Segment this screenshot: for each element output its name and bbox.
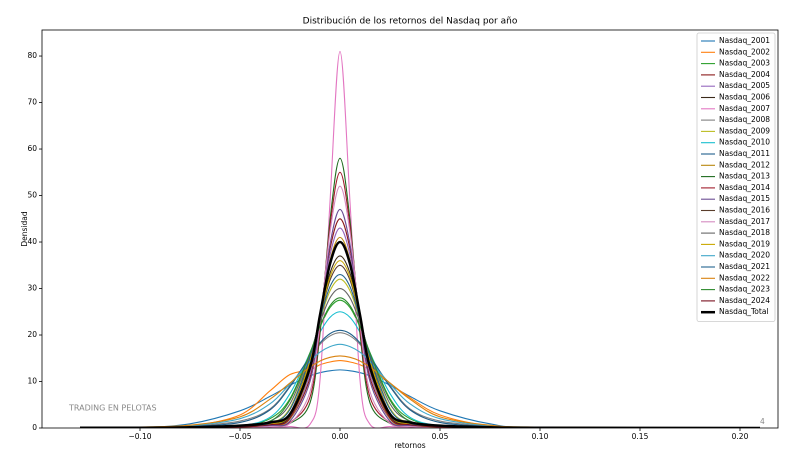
density-line <box>80 171 760 428</box>
legend-label: Nasdaq_2015 <box>719 194 770 203</box>
legend-label: Nasdaq_2023 <box>719 285 770 294</box>
y-tick-label: 70 <box>27 98 37 107</box>
legend-label: Nasdaq_Total <box>719 307 769 316</box>
legend-label: Nasdaq_2013 <box>719 172 770 181</box>
x-tick-label: −0.10 <box>129 432 152 441</box>
legend-label: Nasdaq_2018 <box>719 228 770 237</box>
page-number: 4 <box>760 417 765 426</box>
density-line <box>79 369 761 428</box>
y-tick-label: 0 <box>32 423 37 432</box>
density-line <box>80 264 760 428</box>
legend-label: Nasdaq_2003 <box>719 59 770 68</box>
density-line <box>79 240 761 428</box>
density-line <box>80 208 760 428</box>
density-line <box>80 241 760 428</box>
x-tick-label: 0.20 <box>732 432 749 441</box>
legend-label: Nasdaq_2022 <box>719 273 770 282</box>
plot-lines <box>79 50 761 428</box>
legend-label: Nasdaq_2024 <box>719 296 770 305</box>
density-line <box>80 185 760 428</box>
y-tick-label: 10 <box>27 377 37 386</box>
density-line <box>79 343 761 428</box>
legend-label: Nasdaq_2020 <box>719 251 770 260</box>
density-line <box>80 50 760 428</box>
legend-label: Nasdaq_2019 <box>719 239 770 248</box>
watermark: TRADING EN PELOTAS <box>68 404 157 413</box>
density-line <box>80 157 760 428</box>
y-tick-label: 80 <box>27 51 37 60</box>
axes-frame <box>41 29 779 429</box>
legend-label: Nasdaq_2002 <box>719 47 770 56</box>
density-line <box>80 260 760 428</box>
x-tick-label: 0.05 <box>432 432 449 441</box>
legend-label: Nasdaq_2005 <box>719 81 770 90</box>
density-line <box>80 227 760 428</box>
x-tick-label: 0.10 <box>532 432 549 441</box>
density-line <box>79 329 761 428</box>
legend-label: Nasdaq_2006 <box>719 93 770 102</box>
legend-label: Nasdaq_2017 <box>719 217 770 226</box>
legend-label: Nasdaq_2001 <box>719 36 770 45</box>
density-line <box>79 360 761 428</box>
y-tick-label: 60 <box>27 144 37 153</box>
legend-label: Nasdaq_2010 <box>719 138 770 147</box>
y-tick-label: 50 <box>27 191 37 200</box>
legend-label: Nasdaq_2016 <box>719 206 770 215</box>
y-tick-label: 30 <box>27 284 37 293</box>
density-line <box>80 297 760 428</box>
density-line <box>80 218 760 428</box>
x-tick-label: 0.00 <box>332 432 349 441</box>
x-axis-label: retornos <box>394 441 425 450</box>
legend-label: Nasdaq_2021 <box>719 262 770 271</box>
x-tick-label: 0.15 <box>632 432 649 441</box>
legend-label: Nasdaq_2009 <box>719 126 770 135</box>
legend-label: Nasdaq_2012 <box>719 160 770 169</box>
legend-label: Nasdaq_2007 <box>719 104 770 113</box>
y-tick-label: 40 <box>27 237 37 246</box>
x-tick-label: −0.05 <box>229 432 252 441</box>
y-axis-label: Densidad <box>20 211 29 246</box>
density-line <box>80 299 760 428</box>
density-line <box>79 355 761 428</box>
legend-box <box>696 32 776 322</box>
chart-title: Distribución de los retornos del Nasdaq … <box>303 16 518 27</box>
legend-label: Nasdaq_2014 <box>719 183 770 192</box>
density-line <box>80 287 760 428</box>
legend-label: Nasdaq_2008 <box>719 115 770 124</box>
density-line <box>80 236 760 428</box>
legend-label: Nasdaq_2004 <box>719 70 770 79</box>
y-tick-label: 20 <box>27 330 37 339</box>
density-line <box>79 332 761 428</box>
legend-label: Nasdaq_2011 <box>719 149 770 158</box>
